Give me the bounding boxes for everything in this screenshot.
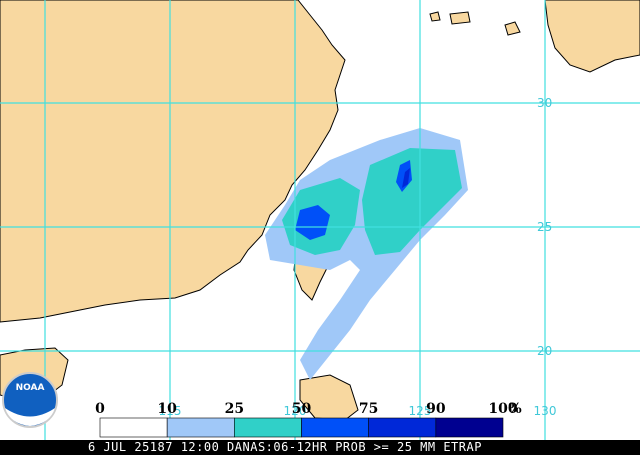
colorbar: 0 10 25 50 75 90 100%: [95, 401, 522, 438]
longitude-label: 115: [159, 404, 182, 418]
colorbar-label: 10: [157, 401, 177, 417]
land-kyushu: [544, 0, 640, 73]
caption: 6 JUL 25187 12:00 DANAS:06-12HR PROB >= …: [88, 440, 482, 454]
prob-area-50: [295, 160, 412, 240]
colorbar-segment: [99, 417, 168, 438]
colorbar-segment: [234, 417, 302, 438]
land-luzon: [299, 374, 359, 421]
prob-area-75: [402, 168, 410, 188]
logo-wave: [5, 408, 55, 426]
colorbar-unit: %: [508, 401, 521, 417]
colorbar-label: 50: [292, 401, 312, 417]
probability-areas: [265, 128, 468, 380]
colorbar-segment: [435, 417, 504, 438]
colorbar-segment: [166, 417, 235, 438]
land-korea-islands: [429, 11, 521, 36]
longitude-label: 125: [409, 404, 432, 418]
latitude-label: 30: [537, 96, 552, 110]
colorbar-label: 25: [225, 401, 244, 417]
colorbar-label: 90: [426, 401, 446, 417]
latitude-label: 25: [537, 220, 552, 234]
longitude-label: 130: [534, 404, 557, 418]
logo-circle: [2, 372, 58, 428]
longitude-labels: 115 120 125 130: [159, 404, 557, 418]
noaa-logo: NOAA: [2, 372, 58, 428]
caption-bar: [0, 440, 640, 455]
colorbar-label: 75: [359, 401, 378, 417]
logo-text: NOAA: [16, 383, 45, 393]
prob-area-25: [282, 148, 462, 255]
latitude-labels: 30 25 20: [537, 96, 552, 358]
latitude-label: 20: [537, 344, 552, 358]
colorbar-segment: [368, 417, 437, 438]
graticule: [0, 0, 640, 440]
longitude-label: 120: [284, 404, 307, 418]
colorbar-segment: [301, 417, 369, 438]
land-mainland: [0, 0, 346, 323]
colorbar-label: 100: [488, 401, 517, 417]
colorbar-label: 0: [95, 401, 105, 417]
